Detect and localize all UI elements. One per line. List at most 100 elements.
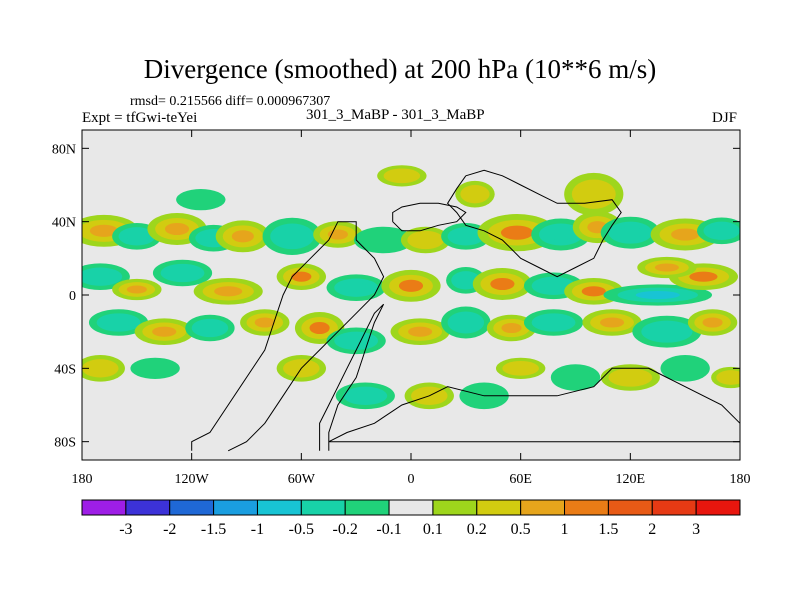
field-contour-core xyxy=(652,325,681,338)
x-tick-label: 120E xyxy=(616,472,646,487)
colorbar-swatch xyxy=(256,499,302,516)
field-contour-core xyxy=(327,229,348,240)
field-contour-core xyxy=(654,263,679,272)
field-contour xyxy=(608,368,653,387)
colorbar-swatch xyxy=(388,499,434,516)
field-contour xyxy=(383,168,421,184)
colorbar-label: 1 xyxy=(561,521,569,538)
continent-outline xyxy=(392,202,467,232)
colorbar-swatch xyxy=(564,499,609,516)
field-contour-core xyxy=(671,228,700,241)
field-contour-core xyxy=(702,317,723,328)
field-contour-core xyxy=(689,271,718,282)
continent-outline xyxy=(191,221,385,452)
colorbar-label: -0.5 xyxy=(289,521,314,538)
field-contour xyxy=(182,192,220,208)
x-tick-label: 60E xyxy=(509,472,532,487)
colorbar-swatch xyxy=(476,499,522,516)
field-contour-core xyxy=(635,290,680,300)
axes: 180 120W 60W 0 60E 120E 180 80N 40N 0 40S 80S xyxy=(52,130,751,487)
field-contour-core xyxy=(309,321,330,335)
field-contour-core xyxy=(581,286,606,297)
continent-outline xyxy=(319,303,385,451)
field-contour-core xyxy=(164,222,190,236)
field-contour-core xyxy=(398,279,424,292)
field-contour xyxy=(407,230,444,250)
y-tick-label: 40S xyxy=(54,362,76,377)
field-contour-core xyxy=(214,286,243,297)
field-contour-core xyxy=(599,317,625,328)
field-contour-core xyxy=(490,277,515,291)
experiment-label: Expt = tfGwi-teYei xyxy=(82,110,198,126)
field-contour-core xyxy=(231,230,254,243)
colorbar-label: 0.5 xyxy=(511,521,531,538)
field-contour-core xyxy=(126,285,147,294)
field-contour xyxy=(557,368,594,387)
field-contour-core xyxy=(344,282,369,293)
field-contour-core xyxy=(126,231,147,242)
field-contour-core xyxy=(455,316,476,329)
comparison-label: 301_3_MaBP - 301_3_MaBP xyxy=(306,107,485,123)
field-contour-core xyxy=(199,322,220,334)
continent-outline xyxy=(446,169,622,278)
colorbar-label: 3 xyxy=(692,521,700,538)
colorbar-label: 1.5 xyxy=(598,521,618,538)
field-contour xyxy=(361,230,406,250)
field-contour-core xyxy=(89,224,119,237)
colorbar-label: -1 xyxy=(251,521,264,538)
colorbar-swatch xyxy=(344,499,390,516)
field-contour-core xyxy=(548,228,573,241)
colorbar-label: -0.1 xyxy=(376,521,401,538)
field-contour-core xyxy=(344,335,369,346)
field-contour xyxy=(502,361,539,376)
field-contour-core xyxy=(152,326,177,337)
y-tick-label: 0 xyxy=(69,289,76,304)
field-contour-core xyxy=(88,271,113,282)
colorbar-swatch xyxy=(125,499,171,516)
divergence-field xyxy=(82,165,740,410)
season-label: DJF xyxy=(712,110,738,126)
colorbar-label: -2 xyxy=(163,521,176,538)
field-contour xyxy=(460,185,490,204)
colorbar-swatch xyxy=(81,499,127,516)
stats-label: rmsd= 0.215566 diff= 0.000967307 xyxy=(130,94,331,109)
field-contour-core xyxy=(455,231,476,242)
field-contour-core xyxy=(618,226,643,239)
colorbar-swatch xyxy=(213,499,258,516)
y-tick-label: 80S xyxy=(54,436,76,451)
x-tick-label: 180 xyxy=(730,472,751,487)
chart-title: Divergence (smoothed) at 200 hPa (10**6 … xyxy=(143,54,657,84)
colorbar-label: -3 xyxy=(119,521,132,538)
field-contour-core xyxy=(541,317,566,328)
field-contour xyxy=(136,361,174,376)
field-contour xyxy=(82,359,119,378)
colorbar-label: 2 xyxy=(648,521,656,538)
field-contour-core xyxy=(501,322,522,334)
continent-outline xyxy=(328,367,740,443)
colorbar-swatch xyxy=(695,499,741,516)
colorbar-swatch xyxy=(607,499,653,516)
field-contour-core xyxy=(500,225,534,240)
colorbar-label: -1.5 xyxy=(201,521,226,538)
y-tick-label: 80N xyxy=(52,142,76,157)
y-tick-label: 40N xyxy=(52,216,76,231)
field-contour-core xyxy=(353,390,378,401)
colorbar-label: 0.1 xyxy=(423,521,443,538)
field-contour-core xyxy=(291,271,312,282)
field-contour xyxy=(666,359,704,378)
colorbar-label: -0.2 xyxy=(333,521,358,538)
x-tick-label: 60W xyxy=(288,472,316,487)
colorbar: -3 -2 -1.5 -1 -0.5 -0.2 -0.1 0.1 0.2 0.5 1 1.5 2 3 xyxy=(81,499,741,538)
colorbar-swatch xyxy=(432,499,478,516)
field-contour-core xyxy=(457,275,474,286)
colorbar-swatch xyxy=(651,499,697,516)
field-contour-core xyxy=(541,280,566,291)
field-contour-core xyxy=(254,317,275,328)
x-tick-label: 0 xyxy=(408,472,415,487)
colorbar-swatch xyxy=(520,499,566,516)
field-contour xyxy=(571,179,616,209)
field-contour-core xyxy=(408,326,433,337)
x-tick-label: 120W xyxy=(175,472,210,487)
field-contour-core xyxy=(170,267,195,279)
